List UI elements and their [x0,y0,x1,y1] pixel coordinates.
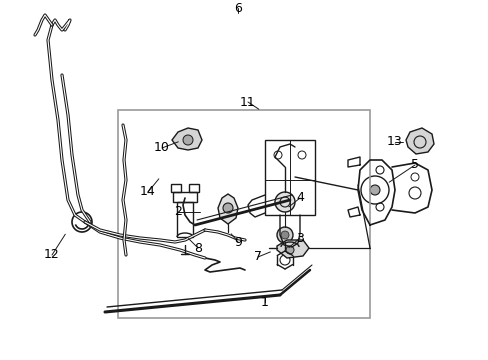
Text: 12: 12 [44,248,60,261]
Text: 14: 14 [140,185,156,198]
Polygon shape [405,128,433,154]
Text: 7: 7 [253,251,262,264]
Polygon shape [218,194,238,224]
Text: 3: 3 [295,231,304,244]
Bar [189,184,199,192]
Circle shape [274,192,294,212]
Circle shape [281,231,288,239]
Circle shape [369,185,379,195]
Bar [118,110,369,318]
Bar [171,184,181,192]
Circle shape [285,246,293,254]
Text: 5: 5 [410,158,418,171]
Text: 11: 11 [240,95,255,108]
Text: 8: 8 [194,242,202,255]
Text: 1: 1 [261,296,268,309]
Circle shape [223,203,232,213]
Text: 2: 2 [174,206,182,219]
Text: 13: 13 [386,135,402,148]
Circle shape [183,135,193,145]
Polygon shape [276,240,308,258]
Bar [173,192,197,202]
Bar [177,202,193,237]
Text: 9: 9 [234,235,242,248]
Polygon shape [172,128,202,150]
Text: 4: 4 [295,192,304,204]
Bar [264,140,314,215]
Text: 10: 10 [154,141,170,154]
Text: 6: 6 [234,1,242,14]
Circle shape [276,227,292,243]
